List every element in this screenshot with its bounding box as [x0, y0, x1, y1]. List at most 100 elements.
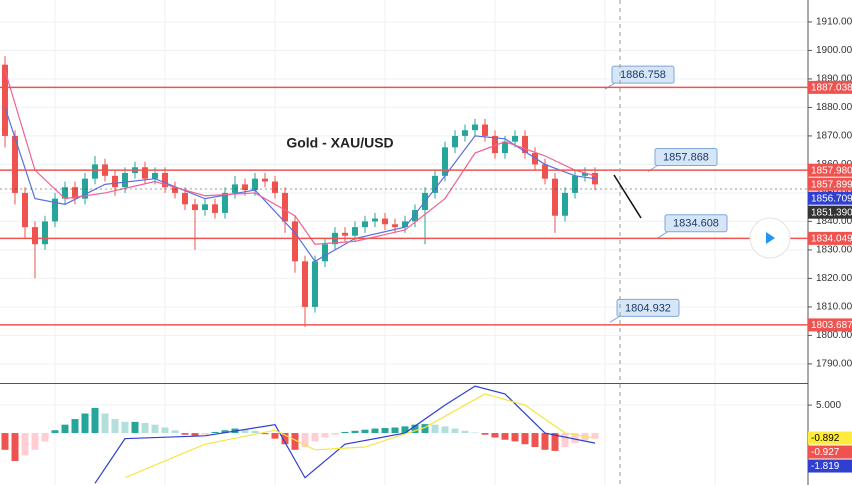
histogram-bar	[141, 422, 149, 434]
candle-body	[152, 172, 158, 179]
price-label: 1856.709	[811, 193, 852, 204]
candle-body	[452, 135, 458, 148]
y-tick-label: 1900.000	[816, 45, 852, 56]
price-label-box	[808, 80, 852, 94]
histogram-bar	[181, 433, 189, 435]
histogram-bar	[521, 433, 529, 445]
histogram-bar	[281, 433, 289, 445]
histogram-bar	[471, 432, 479, 434]
callout-label: 1834.608	[673, 218, 719, 230]
candle-body	[572, 175, 578, 193]
price-label: 1834.049	[811, 234, 852, 245]
candle-body	[372, 218, 378, 222]
histogram-bar	[121, 421, 129, 434]
candle-body	[182, 192, 188, 205]
histogram-bar	[251, 430, 259, 434]
play-icon[interactable]	[766, 232, 775, 244]
candle-body	[272, 181, 278, 193]
price-label: 1887.038	[811, 83, 852, 94]
play-button[interactable]	[749, 217, 791, 259]
candle-body	[402, 221, 408, 228]
histogram-bar	[571, 433, 579, 444]
candle-body	[122, 172, 128, 188]
histogram-bar	[461, 430, 469, 434]
candle-body	[462, 130, 468, 136]
histogram-bar	[41, 433, 49, 442]
price-label-box	[808, 318, 852, 332]
histogram-bar	[401, 426, 409, 434]
histogram-bar	[1, 433, 9, 450]
histogram-bar	[111, 419, 119, 434]
y-tick-label: 1880.000	[816, 102, 852, 113]
price-label-box	[808, 445, 852, 459]
histogram-bar	[421, 424, 429, 434]
candle-body	[22, 192, 28, 228]
price-label: -1.819	[811, 461, 840, 472]
y-tick-label: 1890.000	[816, 74, 852, 85]
histogram-bar	[71, 419, 79, 434]
candle-body	[442, 147, 448, 176]
histogram-bar	[61, 424, 69, 434]
histogram-bar	[381, 428, 389, 434]
candle-body	[412, 210, 418, 222]
price-label: 1857.899	[811, 179, 852, 190]
y-tick-label: 1830.000	[816, 245, 852, 256]
candle-body	[522, 135, 528, 154]
price-label-box	[808, 205, 852, 219]
histogram-bar	[371, 428, 379, 434]
candle-body	[202, 204, 208, 211]
candle-body	[242, 184, 248, 191]
price-label: 1803.687	[811, 320, 852, 331]
price-label-box	[808, 163, 852, 177]
histogram-bar	[551, 433, 559, 451]
price-label: -0.892	[811, 433, 840, 444]
candle-body	[282, 192, 288, 222]
candle-body	[432, 175, 438, 193]
price-label: 1851.390	[811, 207, 852, 218]
indicator-line	[124, 393, 596, 479]
histogram-bar	[11, 433, 19, 461]
candle-body	[582, 172, 588, 176]
candle-body	[252, 178, 258, 191]
indicator-line	[4, 70, 596, 245]
histogram-bar	[21, 433, 29, 456]
candle-body	[342, 232, 348, 236]
histogram-bar	[271, 433, 279, 439]
price-label: 1857.980	[811, 165, 852, 176]
histogram-bar	[81, 413, 89, 434]
price-label: -0.927	[811, 447, 840, 458]
callout-label: 1804.932	[625, 302, 671, 314]
histogram-bar	[311, 433, 319, 442]
histogram-bar	[211, 431, 219, 434]
price-label-box	[808, 191, 852, 205]
candle-body	[322, 244, 328, 262]
candle-body	[392, 224, 398, 228]
callout-box	[611, 65, 675, 84]
y-tick-label: 1810.000	[816, 302, 852, 313]
candle-body	[172, 187, 178, 193]
y-tick-label: 1820.000	[816, 273, 852, 284]
candle-body	[472, 124, 478, 131]
candle-body	[112, 175, 118, 188]
histogram-bar	[171, 430, 179, 434]
y-tick-label: 5.000	[816, 400, 841, 411]
candle-body	[552, 178, 558, 216]
candle-body	[32, 227, 38, 245]
histogram-bar	[91, 407, 99, 434]
callout-box	[616, 298, 680, 317]
histogram-bar	[331, 433, 339, 435]
indicator-line	[4, 107, 596, 263]
candle-body	[142, 167, 148, 179]
candle-body	[502, 141, 508, 154]
candle-body	[2, 64, 8, 136]
histogram-bar	[411, 424, 419, 434]
histogram-bar	[511, 433, 519, 442]
candle-body	[42, 221, 48, 245]
candle-body	[162, 172, 168, 188]
candle-body	[352, 227, 358, 236]
price-label-box	[808, 177, 852, 191]
price-label-box	[808, 431, 852, 445]
candle-body	[542, 164, 548, 179]
